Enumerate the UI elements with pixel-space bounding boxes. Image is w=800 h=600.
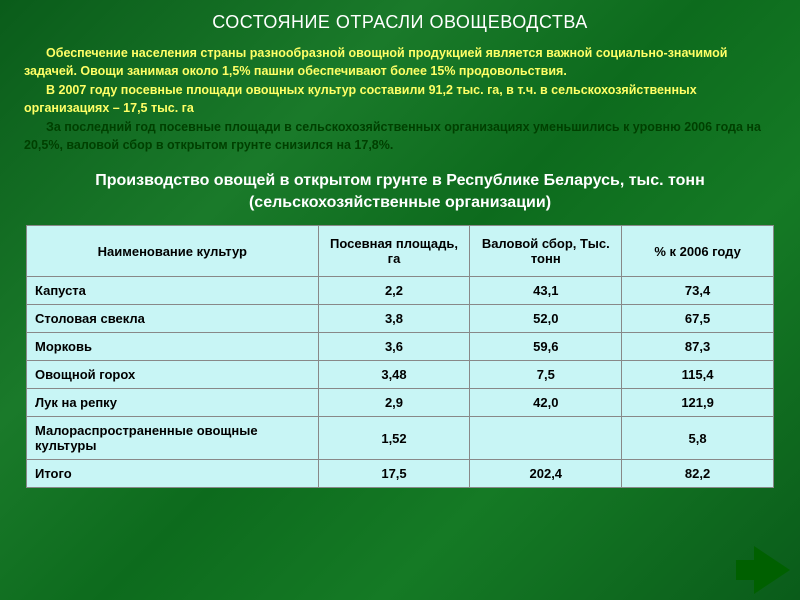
table-row: Овощной горох 3,48 7,5 115,4 (27, 361, 774, 389)
cell-area: 2,2 (318, 277, 470, 305)
cell-area: 17,5 (318, 460, 470, 488)
cell-name: Морковь (27, 333, 319, 361)
cell-pct: 5,8 (622, 417, 774, 460)
col-harvest: Валовой сбор, Тыс. тонн (470, 226, 622, 277)
cell-name: Лук на репку (27, 389, 319, 417)
paragraph-1: Обеспечение населения страны разнообразн… (24, 45, 776, 80)
table-row: Малораспространенные овощные культуры 1,… (27, 417, 774, 460)
table-header-row: Наименование культур Посевная площадь, г… (27, 226, 774, 277)
cell-harvest: 42,0 (470, 389, 622, 417)
cell-area: 1,52 (318, 417, 470, 460)
vegetable-table: Наименование культур Посевная площадь, г… (26, 225, 774, 488)
next-arrow-icon[interactable] (754, 546, 790, 594)
cell-pct: 73,4 (622, 277, 774, 305)
cell-harvest: 43,1 (470, 277, 622, 305)
paragraph-2: В 2007 году посевные площади овощных кул… (24, 82, 776, 117)
cell-area: 2,9 (318, 389, 470, 417)
cell-area: 3,48 (318, 361, 470, 389)
col-area: Посевная площадь, га (318, 226, 470, 277)
cell-name: Столовая свекла (27, 305, 319, 333)
cell-name: Малораспространенные овощные культуры (27, 417, 319, 460)
cell-name: Капуста (27, 277, 319, 305)
cell-name: Итого (27, 460, 319, 488)
cell-pct: 67,5 (622, 305, 774, 333)
cell-harvest: 202,4 (470, 460, 622, 488)
table-row: Морковь 3,6 59,6 87,3 (27, 333, 774, 361)
col-name: Наименование культур (27, 226, 319, 277)
cell-harvest: 52,0 (470, 305, 622, 333)
cell-pct: 115,4 (622, 361, 774, 389)
cell-harvest: 59,6 (470, 333, 622, 361)
cell-pct: 87,3 (622, 333, 774, 361)
page-title: СОСТОЯНИЕ ОТРАСЛИ ОВОЩЕВОДСТВА (24, 12, 776, 33)
paragraph-3: За последний год посевные площади в сель… (24, 119, 776, 154)
cell-harvest (470, 417, 622, 460)
table-title: Производство овощей в открытом грунте в … (24, 170, 776, 213)
cell-pct: 121,9 (622, 389, 774, 417)
table-row: Лук на репку 2,9 42,0 121,9 (27, 389, 774, 417)
cell-area: 3,6 (318, 333, 470, 361)
cell-name: Овощной горох (27, 361, 319, 389)
table-row: Капуста 2,2 43,1 73,4 (27, 277, 774, 305)
cell-harvest: 7,5 (470, 361, 622, 389)
cell-pct: 82,2 (622, 460, 774, 488)
table-row: Столовая свекла 3,8 52,0 67,5 (27, 305, 774, 333)
table-row-total: Итого 17,5 202,4 82,2 (27, 460, 774, 488)
cell-area: 3,8 (318, 305, 470, 333)
table-container: Наименование культур Посевная площадь, г… (24, 225, 776, 488)
col-pct: % к 2006 году (622, 226, 774, 277)
